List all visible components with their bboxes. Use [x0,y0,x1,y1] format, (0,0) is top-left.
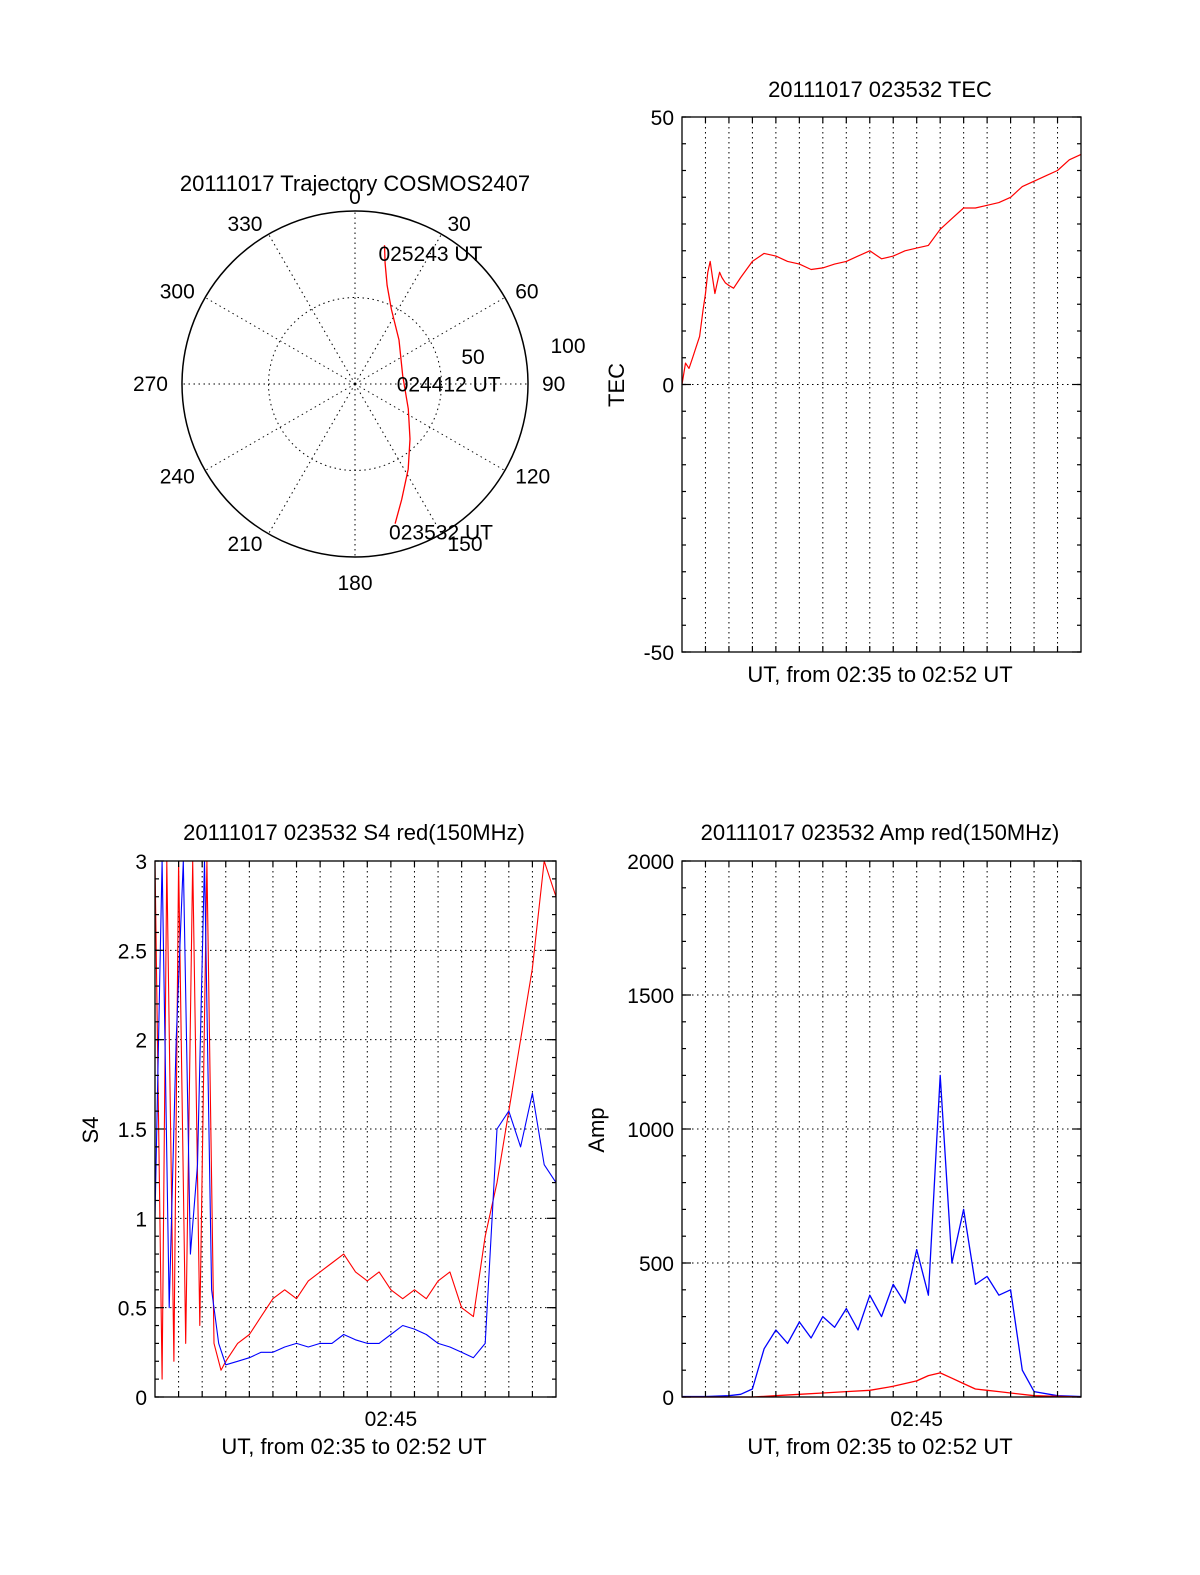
amp-ytick-label-1: 500 [639,1253,674,1276]
polar-angle-labels: 0 30 60 90 120 150 180 210 240 270 300 330 [133,186,565,595]
polar-spoke-30 [354,233,442,385]
polar-radial-label-100: 100 [550,335,585,358]
polar-angle-label-270: 270 [133,373,168,396]
s4-ytick-label-2: 1 [135,1208,147,1231]
polar-angle-label-30: 30 [448,213,471,236]
amp-plot: 20111017 023532 Amp red(150MHz) 0 500 1000… [584,820,1082,1459]
polar-spoke-120 [354,383,506,471]
s4-ytick-label-3: 1.5 [118,1119,147,1142]
s4-ytick-label-5: 2.5 [118,940,147,963]
trajectory-annotation-0: 025243 UT [378,243,482,266]
polar-spoke-60 [354,297,506,385]
trajectory-annotation-1: 024412 UT [397,374,501,397]
s4-series [154,860,557,1380]
s4-ytick-label-1: 0.5 [118,1298,147,1321]
polar-angle-label-120: 120 [515,466,550,489]
polar-spoke-330 [268,233,356,385]
trajectory-polar-plot: 20111017 Trajectory COSMOS2407 0 30 60 90 12… [133,171,586,595]
polar-angle-label-300: 300 [160,281,195,304]
tec-grid [682,116,1081,653]
polar-angle-label-240: 240 [160,466,195,489]
s4-series-line-1 [154,860,557,1366]
s4-ticks: 0 0.5 1 1.5 2 2.5 3 02:45 [118,851,556,1431]
s4-xtick-label: 02:45 [365,1408,418,1431]
polar-grid [181,210,529,558]
amp-series [682,1074,1082,1398]
amp-ytick-label-2: 1000 [627,1119,674,1142]
amp-xlabel: UT, from 02:35 to 02:52 UT [747,1434,1012,1459]
amp-ytick-label-4: 2000 [627,851,674,874]
tec-ytick-label-0: 50 [651,107,674,130]
tec-ytick-label-1: 0 [662,375,674,398]
trajectory-line-0 [383,245,411,524]
polar-spoke-240 [204,383,356,471]
amp-title: 20111017 023532 Amp red(150MHz) [701,820,1060,845]
tec-plot: 20111017 023532 TEC 50 0 -50 TEC UT, from … [604,77,1082,687]
polar-angle-label-150: 150 [448,533,483,556]
polar-spoke-300 [204,297,356,385]
trajectory-series [383,245,411,524]
polar-angle-label-0: 0 [349,186,361,209]
tec-title: 20111017 023532 TEC [768,77,992,102]
s4-title: 20111017 023532 S4 red(150MHz) [183,820,525,845]
amp-ytick-label-3: 1500 [627,985,674,1008]
polar-radial-label-50: 50 [461,346,484,369]
s4-ytick-label-4: 2 [135,1030,147,1053]
amp-series-line-0 [682,1074,1082,1398]
amp-ytick-label-0: 0 [662,1387,674,1410]
polar-spoke-210 [268,383,356,535]
tec-ytick-label-2: -50 [644,642,674,665]
polar-spoke-150 [354,383,442,535]
amp-ticks: 0 500 1000 1500 2000 02:45 [627,851,1081,1431]
trajectory-annotations: 025243 UT 024412 UT 023532 UT [378,243,500,544]
polar-angle-label-180: 180 [337,572,372,595]
polar-angle-label-330: 330 [227,213,262,236]
polar-outer-ring [181,210,529,558]
s4-ylabel: S4 [78,1117,103,1144]
trajectory-annotation-2: 023532 UT [389,522,493,545]
tec-series [681,153,1082,385]
tec-xlabel: UT, from 02:35 to 02:52 UT [747,662,1012,687]
polar-angle-label-90: 90 [542,373,565,396]
s4-ytick-label-6: 3 [135,851,147,874]
s4-plot: 20111017 023532 S4 red(150MHz) 0 0.5 1 1.5 2… [78,820,557,1459]
tec-frame [681,116,1082,653]
amp-xtick-label: 02:45 [890,1408,943,1431]
trajectory-title: 20111017 Trajectory COSMOS2407 [180,171,530,196]
amp-ylabel: Amp [584,1107,609,1152]
s4-series-line-0 [154,860,557,1380]
tec-ylabel: TEC [604,363,629,407]
tec-ticks: 50 0 -50 [644,107,1081,665]
s4-xlabel: UT, from 02:35 to 02:52 UT [221,1434,486,1459]
polar-angle-label-60: 60 [515,281,538,304]
tec-series-line-0 [681,153,1082,385]
polar-angle-label-210: 210 [227,533,262,556]
s4-ytick-label-0: 0 [135,1387,147,1410]
